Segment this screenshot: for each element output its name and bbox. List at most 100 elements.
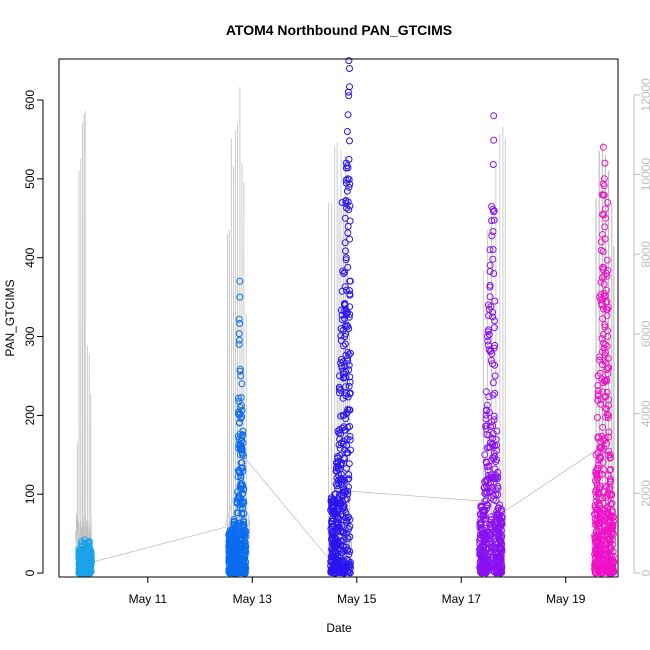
data-point <box>487 544 495 552</box>
data-point <box>338 311 346 319</box>
data-point <box>595 471 603 479</box>
data-point <box>341 300 349 308</box>
data-point <box>480 568 487 576</box>
data-point <box>490 216 498 224</box>
data-point <box>232 557 240 565</box>
data-point <box>601 351 609 359</box>
data-point <box>485 331 493 338</box>
data-point <box>483 444 491 452</box>
data-point <box>337 439 345 447</box>
series-0 <box>75 536 95 577</box>
data-point <box>596 353 604 361</box>
data-point <box>609 560 617 568</box>
data-point <box>344 567 352 575</box>
data-point <box>491 389 499 397</box>
data-point <box>233 521 241 529</box>
data-point <box>594 475 602 483</box>
data-point <box>489 391 497 399</box>
y2-tick-label: 8000 <box>639 241 650 268</box>
y2-tick-label: 2000 <box>639 480 650 507</box>
data-point <box>593 534 601 542</box>
data-point <box>341 477 349 485</box>
data-point <box>596 517 604 525</box>
data-point <box>346 137 353 145</box>
data-point <box>594 392 602 400</box>
data-point <box>329 549 337 557</box>
data-point <box>489 255 497 263</box>
data-point <box>484 466 492 474</box>
data-point <box>345 471 353 479</box>
data-point <box>479 506 487 514</box>
data-point <box>340 342 347 350</box>
data-point <box>329 528 337 536</box>
data-point <box>493 427 501 435</box>
data-point <box>334 427 342 435</box>
data-point <box>328 545 336 553</box>
data-point <box>241 569 249 577</box>
data-point <box>606 478 614 486</box>
data-point <box>228 542 236 549</box>
data-point <box>237 394 245 402</box>
data-point <box>346 277 354 285</box>
y2-tick-label: 12000 <box>639 78 650 112</box>
data-point <box>343 517 351 525</box>
data-point <box>595 568 603 576</box>
data-point <box>339 546 347 554</box>
data-point <box>481 524 489 532</box>
y-tick-label: 300 <box>23 326 37 346</box>
data-point <box>340 270 348 277</box>
data-point <box>482 388 490 396</box>
data-point <box>598 191 606 199</box>
data-point <box>336 372 343 380</box>
data-point <box>490 270 498 277</box>
data-point <box>591 504 599 512</box>
data-point <box>592 497 600 505</box>
data-point <box>345 483 352 491</box>
data-point <box>343 321 351 329</box>
data-point <box>592 539 600 547</box>
data-point <box>608 559 616 567</box>
data-point <box>596 545 604 553</box>
data-point <box>604 411 612 419</box>
data-point <box>604 433 612 441</box>
data-point <box>597 278 605 286</box>
data-point <box>343 204 351 212</box>
data-point <box>603 297 611 305</box>
plot-frame <box>58 58 619 578</box>
series-4 <box>591 143 618 577</box>
data-point <box>495 514 503 522</box>
data-point <box>489 360 496 368</box>
data-point <box>237 485 245 493</box>
data-point <box>609 541 617 549</box>
data-point <box>602 562 610 570</box>
data-point <box>346 378 354 386</box>
data-point <box>601 159 609 167</box>
data-point <box>346 235 354 243</box>
data-point <box>593 465 601 473</box>
data-point <box>599 436 607 444</box>
x-tick-label: May 13 <box>233 592 273 606</box>
data-point <box>599 388 607 396</box>
data-point <box>599 248 607 255</box>
data-point <box>342 176 350 184</box>
data-point <box>477 525 485 532</box>
data-point <box>592 451 600 459</box>
data-point <box>340 529 348 537</box>
data-point <box>87 547 95 555</box>
data-point <box>494 482 502 490</box>
data-point <box>346 373 354 381</box>
data-point <box>490 455 498 463</box>
data-point <box>495 534 503 541</box>
data-point <box>482 496 490 504</box>
data-point <box>488 202 496 210</box>
data-point <box>346 290 354 298</box>
data-point <box>344 357 352 365</box>
data-point <box>80 553 88 561</box>
data-point <box>84 539 92 547</box>
y-tick-label: 400 <box>23 247 37 267</box>
data-point <box>240 452 247 460</box>
data-point <box>75 548 83 556</box>
data-point <box>599 315 607 323</box>
data-point <box>601 527 609 535</box>
data-point <box>488 232 496 240</box>
